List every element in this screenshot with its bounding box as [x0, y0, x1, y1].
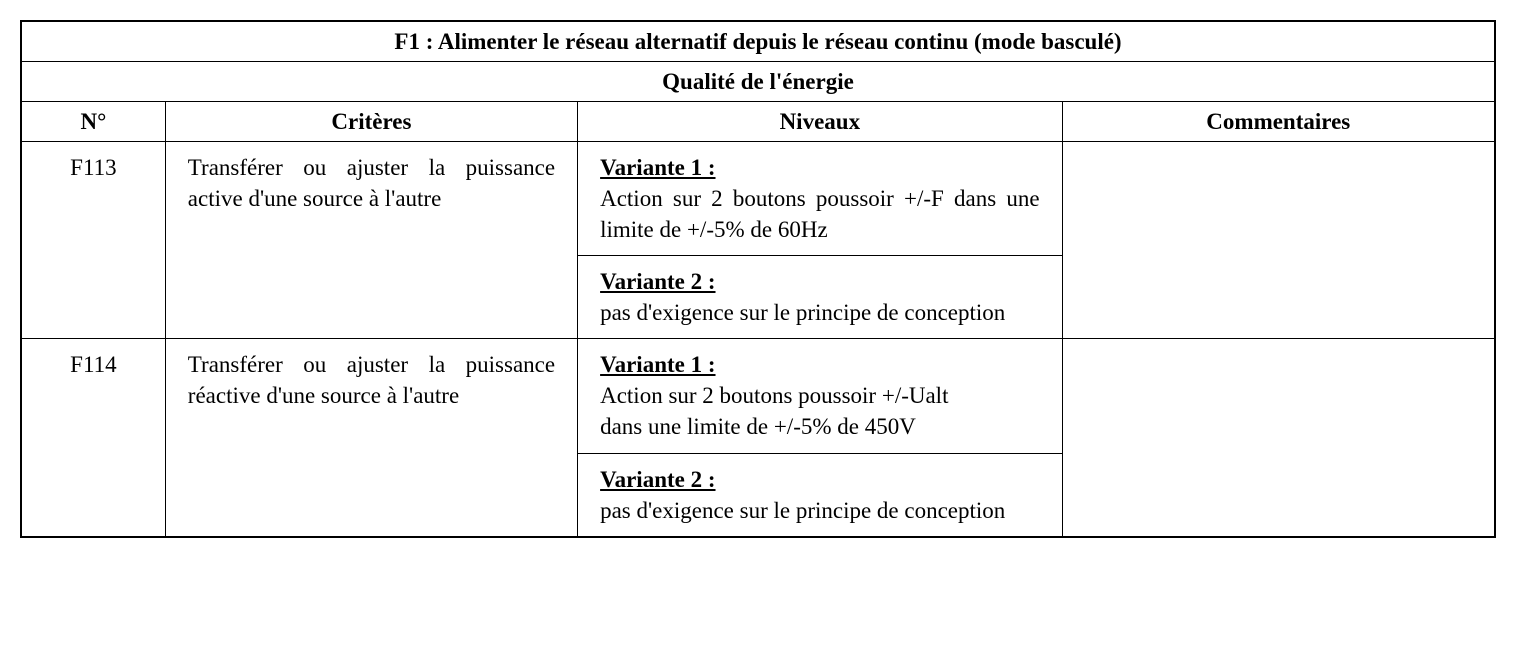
num-value: F113 [32, 146, 155, 189]
table-row: F114 Transférer ou ajuster la puissance … [21, 339, 1495, 453]
variant-label: Variante 1 : [600, 352, 715, 377]
variant-text: pas d'exigence sur le principe de concep… [600, 300, 1005, 325]
requirements-table: F1 : Alimenter le réseau alternatif depu… [20, 20, 1496, 538]
header-num: N° [21, 102, 165, 142]
cell-num: F113 [21, 142, 165, 339]
title-row: F1 : Alimenter le réseau alternatif depu… [21, 21, 1495, 62]
cell-critere: Transférer ou ajuster la puissance réact… [165, 339, 577, 537]
variant-text: Action sur 2 boutons poussoir +/-F dans … [600, 186, 1039, 242]
cell-critere: Transférer ou ajuster la puissance activ… [165, 142, 577, 339]
cell-num: F114 [21, 339, 165, 537]
variant-label: Variante 2 : [600, 467, 715, 492]
header-commentaires: Commentaires [1062, 102, 1495, 142]
subtitle-row: Qualité de l'énergie [21, 62, 1495, 102]
cell-niveau-variante2: Variante 2 : pas d'exigence sur le princ… [578, 256, 1062, 339]
page-wrapper: F1 : Alimenter le réseau alternatif depu… [20, 20, 1496, 538]
table-title: F1 : Alimenter le réseau alternatif depu… [21, 21, 1495, 62]
header-niveaux: Niveaux [578, 102, 1062, 142]
variant-text: pas d'exigence sur le principe de concep… [600, 498, 1005, 523]
header-criteres: Critères [165, 102, 577, 142]
critere-text: Transférer ou ajuster la puissance réact… [176, 343, 567, 417]
cell-niveau-variante1: Variante 1 : Action sur 2 boutons pousso… [578, 339, 1062, 453]
cell-niveau-variante1: Variante 1 : Action sur 2 boutons pousso… [578, 142, 1062, 256]
header-row: N° Critères Niveaux Commentaires [21, 102, 1495, 142]
variant-label: Variante 1 : [600, 155, 715, 180]
commentaire-text [1073, 146, 1484, 158]
variant-label: Variante 2 : [600, 269, 715, 294]
table-row: F113 Transférer ou ajuster la puissance … [21, 142, 1495, 256]
variant-text: Action sur 2 boutons poussoir +/-Ualt da… [600, 383, 948, 439]
critere-text: Transférer ou ajuster la puissance activ… [176, 146, 567, 220]
cell-commentaire [1062, 339, 1495, 537]
cell-commentaire [1062, 142, 1495, 339]
commentaire-text [1073, 343, 1484, 355]
table-subtitle: Qualité de l'énergie [21, 62, 1495, 102]
cell-niveau-variante2: Variante 2 : pas d'exigence sur le princ… [578, 453, 1062, 537]
num-value: F114 [32, 343, 155, 386]
